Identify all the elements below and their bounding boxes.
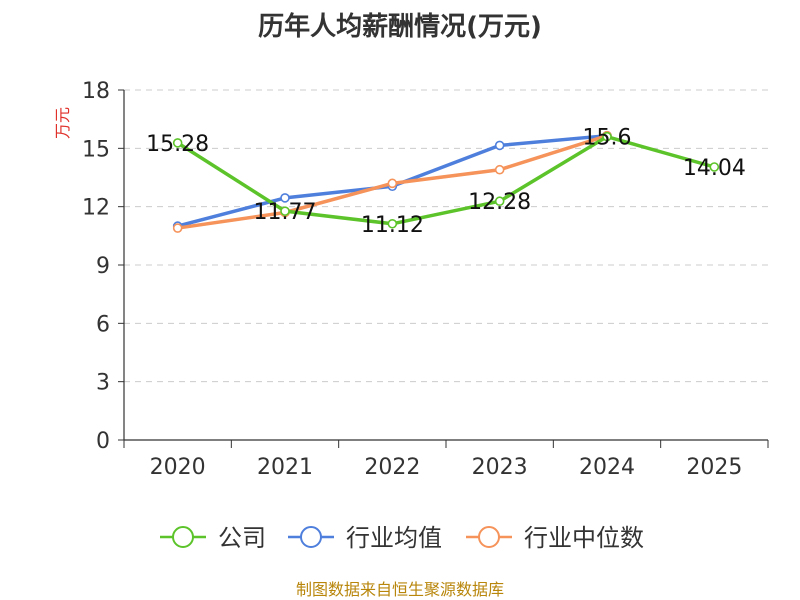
x-tick-label: 2022	[364, 455, 420, 480]
data-point	[280, 193, 290, 203]
y-tick-label: 12	[82, 196, 110, 221]
y-tick-label: 9	[96, 254, 110, 279]
legend-label: 行业均值	[346, 524, 442, 552]
x-tick-label: 2025	[686, 455, 742, 480]
legend-marker	[478, 526, 500, 548]
series-line-0	[176, 134, 715, 226]
data-point	[387, 218, 398, 229]
data-point	[494, 140, 505, 151]
data-label: 12.28	[468, 190, 531, 215]
source-note: 制图数据来自恒生聚源数据库	[295, 580, 504, 599]
data-point	[172, 138, 183, 148]
data-point	[494, 164, 505, 175]
data-point	[280, 206, 290, 216]
data-label: 11.77	[254, 200, 317, 225]
data-label: 15.28	[146, 132, 209, 157]
y-tick-label: 3	[96, 371, 110, 396]
y-tick-label: 6	[96, 312, 110, 337]
y-axis-label: 万元	[53, 107, 72, 139]
legend-label: 公司	[218, 524, 266, 552]
y-tick-label: 18	[82, 79, 110, 104]
data-label: 15.6	[583, 126, 632, 151]
data-label: 14.04	[683, 156, 746, 181]
data-label: 11.12	[361, 213, 424, 238]
y-tick-label: 15	[82, 137, 110, 162]
legend-label: 行业中位数	[524, 524, 644, 552]
x-tick-label: 2021	[257, 455, 313, 480]
data-point	[494, 196, 505, 207]
data-point	[387, 178, 398, 189]
data-point	[172, 223, 183, 233]
legend-marker	[300, 526, 322, 548]
chart-title: 历年人均薪酬情况(万元)	[258, 12, 542, 42]
data-point	[709, 162, 720, 172]
x-tick-label: 2023	[472, 455, 528, 480]
x-tick-label: 2024	[579, 455, 635, 480]
data-point	[602, 131, 612, 142]
legend-marker	[172, 526, 194, 548]
x-tick-label: 2020	[150, 455, 206, 480]
y-tick-label: 0	[96, 429, 110, 454]
